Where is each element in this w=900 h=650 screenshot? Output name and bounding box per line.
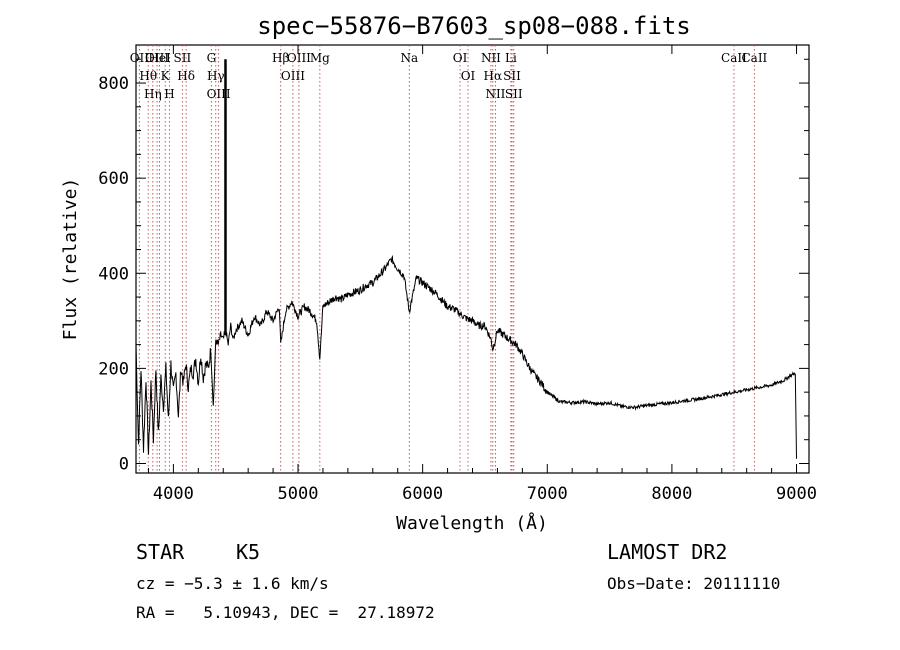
line-label: Hγ: [207, 69, 225, 83]
x-tick-label: 8000: [651, 484, 692, 504]
x-tick-label: 9000: [776, 484, 817, 504]
subclass-label: K5: [236, 540, 261, 564]
line-label: OI: [461, 69, 476, 83]
line-label: OII: [130, 51, 150, 65]
obs-date-text: Obs−Date: 20111110: [607, 574, 781, 593]
y-tick-label: 400: [98, 264, 129, 284]
spectrum-line: [135, 254, 797, 459]
line-label: Na: [400, 51, 418, 65]
line-label: Li: [505, 51, 517, 65]
y-tick-label: 800: [98, 74, 129, 94]
y-axis-label: Flux (relative): [60, 178, 81, 341]
plot-border: [135, 44, 810, 474]
line-label: SII: [174, 51, 192, 65]
plot-frame: [135, 44, 810, 474]
line-label: Hη: [144, 87, 162, 101]
y-tick-label: 600: [98, 169, 129, 189]
survey-label: LAMOST DR2: [607, 540, 728, 564]
x-tick-label: 6000: [402, 484, 443, 504]
line-label: SII: [505, 87, 523, 101]
line-label: Mg: [310, 51, 330, 65]
ra-dec-text: RA = 5.10943, DEC = 27.18972: [136, 603, 435, 622]
line-label: NII: [485, 87, 505, 101]
line-label: K: [161, 69, 171, 83]
x-axis-ticks: 4000 5000 6000 7000 8000 9000: [147, 45, 817, 504]
line-label: CaII: [741, 51, 767, 65]
y-axis-ticks: 0 200 400 600 800: [98, 58, 809, 474]
y-tick-label: 200: [98, 359, 129, 379]
x-axis-label: Wavelength (Å): [396, 512, 548, 534]
line-label: Hβ: [272, 51, 289, 65]
line-label: OIII: [207, 87, 231, 101]
spectral-line-labels: OIIHθHηOIIIHeIKHSIIHδGHγOIIIHβOIIIOIIIMg…: [130, 51, 768, 101]
line-label: H: [164, 87, 174, 101]
class-label: STAR: [136, 540, 185, 564]
x-tick-label: 5000: [278, 484, 319, 504]
chart-title: spec−55876−B7603_sp08−088.fits: [257, 12, 690, 40]
line-label: CaII: [721, 51, 747, 65]
spectral-line-markers: [138, 45, 755, 473]
y-tick-label: 0: [119, 454, 129, 474]
line-label: G: [207, 51, 217, 65]
line-label: OI: [453, 51, 468, 65]
x-tick-label: 4000: [153, 484, 194, 504]
line-label: OIII: [281, 69, 305, 83]
line-label: SII: [503, 69, 521, 83]
line-label: Hδ: [177, 69, 195, 83]
line-label: HeI: [148, 51, 171, 65]
x-tick-label: 7000: [527, 484, 568, 504]
line-label: OIII: [287, 51, 311, 65]
line-label: Hθ: [139, 69, 157, 83]
redshift-text: cz = −5.3 ± 1.6 km/s: [136, 574, 329, 593]
line-label: OIII: [145, 51, 169, 65]
line-label: Hα: [484, 69, 503, 83]
line-label: NII: [481, 51, 501, 65]
